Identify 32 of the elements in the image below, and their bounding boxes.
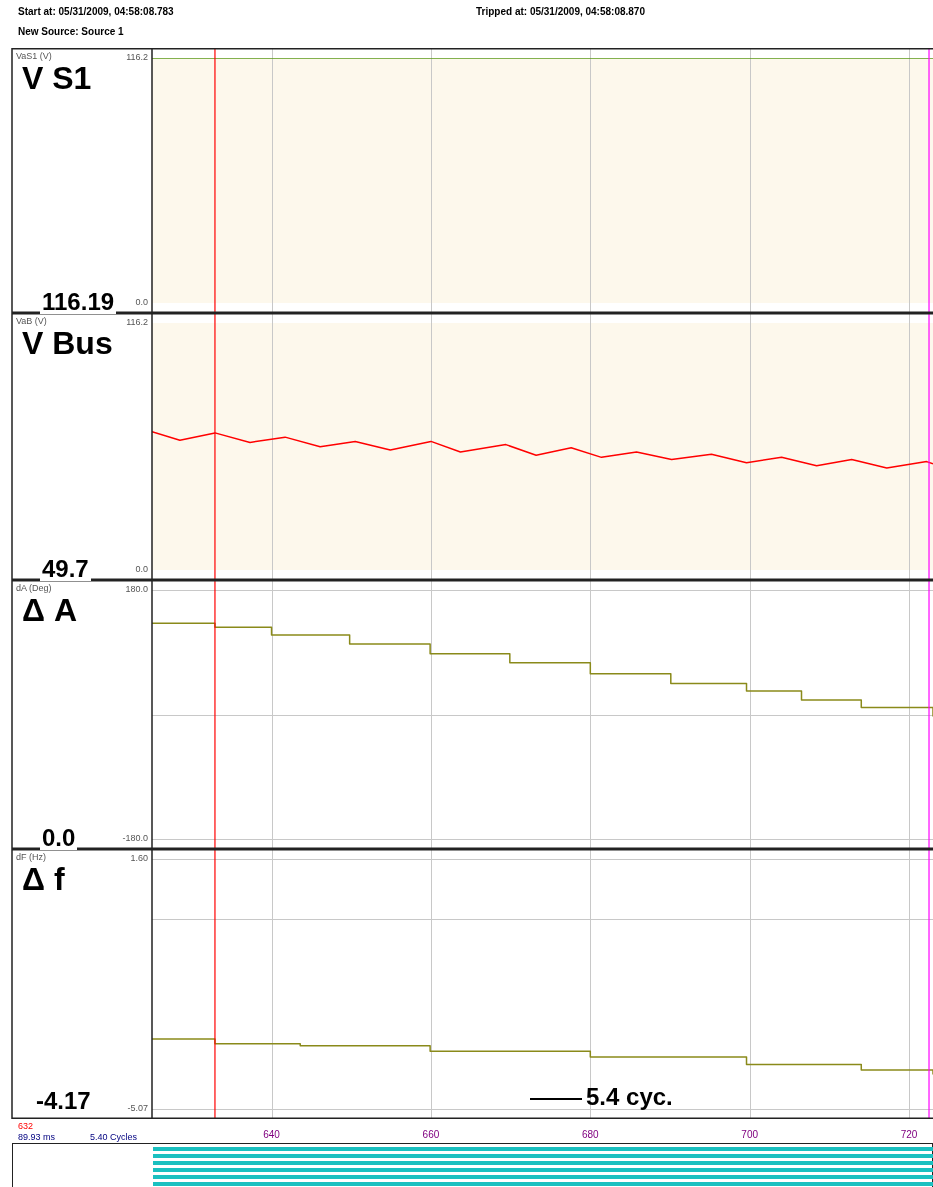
y-tick-label: 0.0 <box>135 564 148 575</box>
text: 0.0 <box>40 824 78 851</box>
x-tick-label: 720 <box>900 1128 918 1140</box>
y-tick-label: -5.07 <box>127 1103 148 1114</box>
text: 5.40 Cycles <box>90 1132 138 1142</box>
y-tick-label: 116.2 <box>126 52 148 63</box>
text: Start at: 05/31/2009, 04:58:08.783 <box>18 6 174 17</box>
y-axis-title: dA (Deg) <box>16 583 52 593</box>
y-axis-title: VaS1 (V) <box>16 51 52 61</box>
y-axis-title: VaB (V) <box>16 316 47 326</box>
y-tick-label: 0.0 <box>135 297 148 308</box>
text: 89.93 ms <box>18 1132 56 1142</box>
y-tick-label: 116.2 <box>126 317 148 328</box>
text: 49.7 <box>40 555 91 582</box>
x-tick-label: 680 <box>581 1128 600 1140</box>
chart-title: V Bus <box>22 325 113 361</box>
text: New Source: Source 1 <box>18 26 124 37</box>
chart-title: V S1 <box>22 60 92 96</box>
y-tick-label: 1.60 <box>130 853 148 864</box>
y-tick-label: 180.0 <box>125 584 148 595</box>
text: Tripped at: 05/31/2009, 04:58:08.870 <box>476 6 645 17</box>
text: -4.17 <box>34 1087 93 1114</box>
annotation: 5.4 cyc. <box>586 1083 673 1111</box>
y-axis-title: dF (Hz) <box>16 852 46 862</box>
chart-title: Δ A <box>22 592 77 628</box>
y-tick-label: -180.0 <box>122 833 148 844</box>
chart-title: Δ f <box>22 861 65 897</box>
x-tick-label: 700 <box>741 1128 759 1140</box>
text: 116.19 <box>40 288 117 315</box>
text: 632 <box>18 1121 34 1131</box>
x-tick-label: 660 <box>422 1128 440 1140</box>
x-tick-label: 640 <box>263 1128 281 1140</box>
